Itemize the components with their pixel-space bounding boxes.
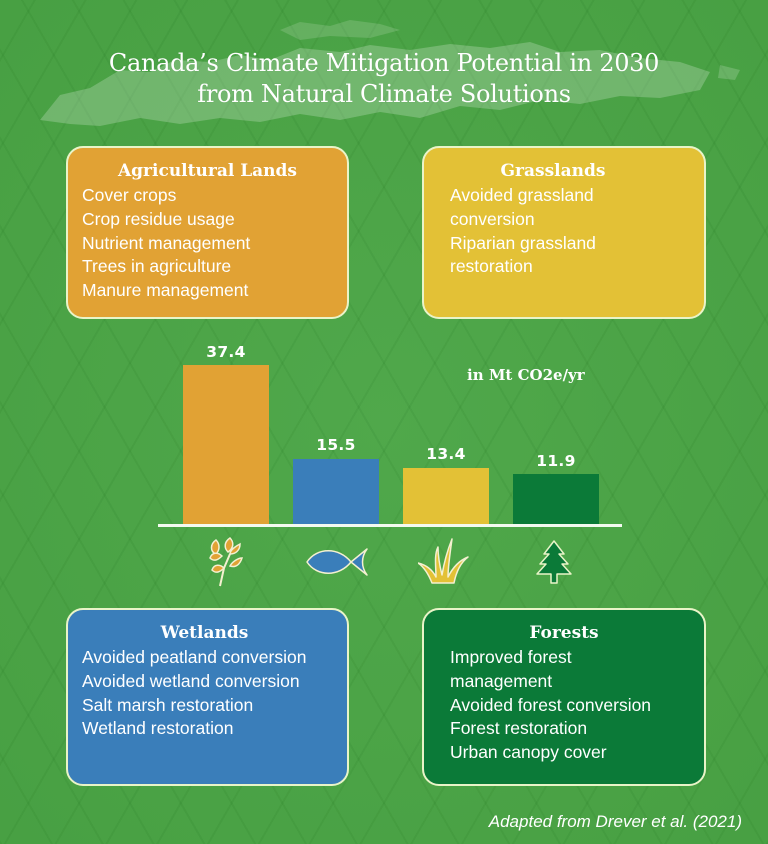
forests-box: Forests Improved forest management Avoid… [422,608,706,786]
list-item: Trees in agriculture [82,256,232,277]
list-item: Urban canopy cover [450,742,607,763]
grasslands-box: Grasslands Avoided grassland conversion … [422,146,706,319]
agricultural-lands-list: Cover crops Crop residue usage Nutrient … [82,184,333,303]
bar-forests [513,474,599,525]
bar-grasslands [403,468,489,525]
title-line-1: Canada’s Climate Mitigation Potential in… [108,49,660,77]
grasslands-list: Avoided grassland conversion Riparian gr… [438,184,690,279]
bar-value-grasslands: 13.4 [426,445,466,463]
wetlands-box: Wetlands Avoided peatland conversion Avo… [66,608,349,786]
bar-value-agricultural: 37.4 [206,343,246,361]
wheat-icon [209,537,244,587]
bar-value-wetlands: 15.5 [316,436,356,454]
list-item: Avoided wetland conversion [82,670,300,691]
list-item: Salt marsh restoration [82,694,254,715]
forests-title: Forests [529,623,599,643]
list-item: Manure management [82,280,249,301]
list-item: Nutrient management [82,232,251,253]
list-item: Cover crops [82,185,177,205]
wetlands-title: Wetlands [160,623,249,643]
list-item: Avoided peatland conversion [82,647,307,667]
list-item: Wetland restoration [82,718,234,739]
unit-label: in Mt CO2e/yr [467,366,585,384]
fish-icon [306,548,368,576]
bar-wetlands [293,459,379,525]
list-item: Riparian grassland [450,232,596,253]
forests-list: Improved forest management Avoided fores… [438,646,690,765]
source-credit: Adapted from Drever et al. (2021) [488,812,742,831]
bar-agricultural [183,365,269,525]
title-line-2: from Natural Climate Solutions [197,80,571,108]
list-item: management [450,670,553,691]
list-item: Avoided grassland [450,185,594,205]
list-item: restoration [450,256,533,277]
agricultural-lands-box: Agricultural Lands Cover crops Crop resi… [66,146,349,319]
wetlands-list: Avoided peatland conversion Avoided wetl… [82,646,333,741]
page-title: Canada’s Climate Mitigation Potential in… [0,48,768,110]
tree-icon [536,540,572,584]
list-item: Crop residue usage [82,208,235,229]
list-item: Avoided forest conversion [450,694,652,715]
agricultural-lands-title: Agricultural Lands [117,161,297,181]
list-item: Improved forest [450,647,572,667]
chart-baseline [158,524,622,527]
grass-icon [418,538,469,584]
bar-value-forests: 11.9 [536,452,576,470]
grasslands-title: Grasslands [500,161,606,181]
list-item: conversion [450,208,535,229]
list-item: Forest restoration [450,718,588,739]
